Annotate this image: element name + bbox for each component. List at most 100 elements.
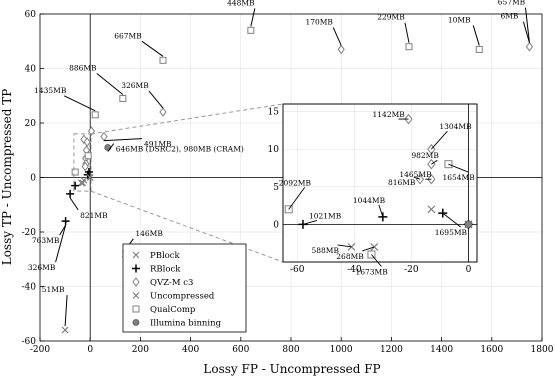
legend-marker-illumina-binning — [132, 319, 140, 326]
inset-border — [282, 103, 478, 263]
annotation-label: 229MB — [377, 13, 405, 22]
annotation-label: 51MB — [42, 285, 65, 294]
inset-annotation-arrow — [378, 204, 384, 217]
annotation-label: 646MB (DSRC2), 980MB (CRAM) — [116, 145, 244, 154]
inset-annotation-label: 2092MB — [279, 178, 312, 187]
inset-point-pblock — [370, 243, 379, 251]
inset-annotation-label: 588MB — [311, 246, 339, 255]
x-tick-label: -200 — [30, 345, 50, 355]
point-qvz-m-c3 — [337, 44, 345, 55]
point-rblock — [61, 217, 70, 226]
x-tick-label: 600 — [232, 345, 249, 355]
annotation-arrow — [472, 25, 480, 46]
legend-box — [122, 243, 247, 333]
inset-annotation-arrow — [431, 159, 438, 165]
y-tick-label: 20 — [25, 119, 37, 129]
annotation-label: 326MB — [121, 81, 149, 90]
legend-marker-uncompressed — [132, 292, 140, 299]
x-tick-label: 0 — [87, 345, 93, 355]
inset-annotation-label: 1021MB — [309, 211, 342, 220]
inset-point-illumina-binning — [464, 220, 473, 229]
point-rblock — [71, 181, 80, 190]
main-annotations: 448MB 170MB 229MB 10MB 6MB 667MB 886MB 1435MB 32… — [28, 0, 530, 327]
legend-label-pblock: PBlock — [150, 251, 181, 261]
inset-x-tick-label: -60 — [290, 265, 305, 275]
inset-annotation-arrow — [448, 163, 469, 173]
legend-marker-rblock — [132, 264, 140, 273]
zoom-connector — [90, 190, 284, 263]
annotation-arrow — [107, 143, 115, 152]
legend-marker-qvz-m-c3 — [132, 277, 140, 287]
point-qualcomp — [71, 168, 79, 176]
inset-annotation-label: 982MB — [411, 151, 439, 160]
x-tick-label: 200 — [132, 345, 149, 355]
annotation-label: 170MB — [305, 17, 333, 26]
legend: PBlock RBlock QVZ-M c3 Uncompressed QualComp… — [122, 243, 247, 333]
x-tick-label: 1200 — [380, 345, 403, 355]
point-qualcomp — [159, 56, 167, 64]
annotation-arrow — [141, 40, 164, 57]
annotation-label: 326MB — [28, 263, 56, 272]
inset-annotation-arrow — [288, 187, 306, 210]
legend-label-illumina-binning: Illumina binning — [150, 319, 222, 329]
inset-y-tick-label: 15 — [268, 108, 280, 118]
y-tick-label: -20 — [22, 228, 37, 238]
annotation-label: 448MB — [227, 0, 255, 7]
inset-annotation-label: 1465MB — [399, 170, 432, 179]
x-axis-label: Lossy FP - Uncompressed FP — [203, 362, 380, 376]
point-qvz-m-c3 — [83, 137, 91, 147]
zoom-connector — [90, 103, 284, 135]
annotation-arrow — [103, 138, 143, 142]
y-tick-label: -60 — [22, 337, 37, 347]
inset-annotation-arrow — [431, 130, 448, 150]
inset-annotation-label: 1304MB — [439, 122, 472, 131]
inset-annotation-arrow — [413, 176, 421, 180]
y-axis-label: Lossy TP - Uncompressed TP — [0, 89, 14, 266]
annotation-label: 491MB — [144, 140, 172, 149]
annotation-arrow — [148, 90, 164, 109]
inset-annotation-arrow — [362, 246, 375, 252]
point-qualcomp — [475, 45, 483, 53]
inset-annotation-label: 1695MB — [435, 228, 468, 237]
y-tick-label: 0 — [30, 174, 36, 184]
annotation-arrow — [69, 197, 79, 211]
point-qualcomp — [84, 152, 92, 160]
annotation-label: 821MB — [80, 211, 108, 220]
point-qvz-m-c3 — [159, 107, 167, 117]
inset-x-tick-label: -20 — [404, 265, 419, 275]
point-pblock — [80, 176, 88, 184]
point-qualcomp — [405, 43, 413, 51]
inset-x-tick-label: 0 — [466, 265, 472, 275]
inset-y-tick-label: 0 — [273, 220, 279, 230]
x-tick-label: 1600 — [480, 345, 503, 355]
x-tick-label: 1400 — [430, 345, 453, 355]
annotation-label: 1435MB — [34, 86, 67, 95]
inset-annotation-label: 1654MB — [442, 173, 475, 182]
annotation-arrow — [59, 224, 67, 236]
y-tick-label: 40 — [25, 65, 37, 75]
point-illumina-binning — [104, 144, 112, 151]
annotation-label: 657MB — [498, 0, 526, 7]
annotation-arrow — [524, 7, 530, 43]
inset-annotation-arrow — [337, 244, 352, 248]
legend-label-qvz-m-c3: QVZ-M c3 — [150, 278, 193, 288]
legend-marker-pblock — [132, 251, 140, 259]
point-qualcomp — [91, 111, 99, 119]
point-rblock — [84, 168, 93, 177]
inset-annotation-label: 1673MB — [355, 267, 388, 276]
point-pblock — [61, 326, 69, 334]
inset-annotation-label: 268MB — [336, 252, 364, 261]
annotation-arrow — [332, 27, 342, 46]
point-qualcomp — [247, 26, 255, 34]
x-tick-label: 800 — [282, 345, 299, 355]
x-tick-label: 400 — [182, 345, 199, 355]
annotation-label: 763MB — [32, 236, 60, 245]
inset-y-tick-label: 10 — [268, 145, 280, 155]
y-tick-label: -40 — [22, 283, 37, 293]
legend-label-qualcomp: QualComp — [150, 305, 196, 315]
x-tick-label: 1000 — [330, 345, 353, 355]
inset-point-qvz-m-c3 — [427, 173, 436, 185]
inset-point-pblock — [347, 243, 356, 251]
point-qvz-m-c3 — [525, 41, 534, 52]
